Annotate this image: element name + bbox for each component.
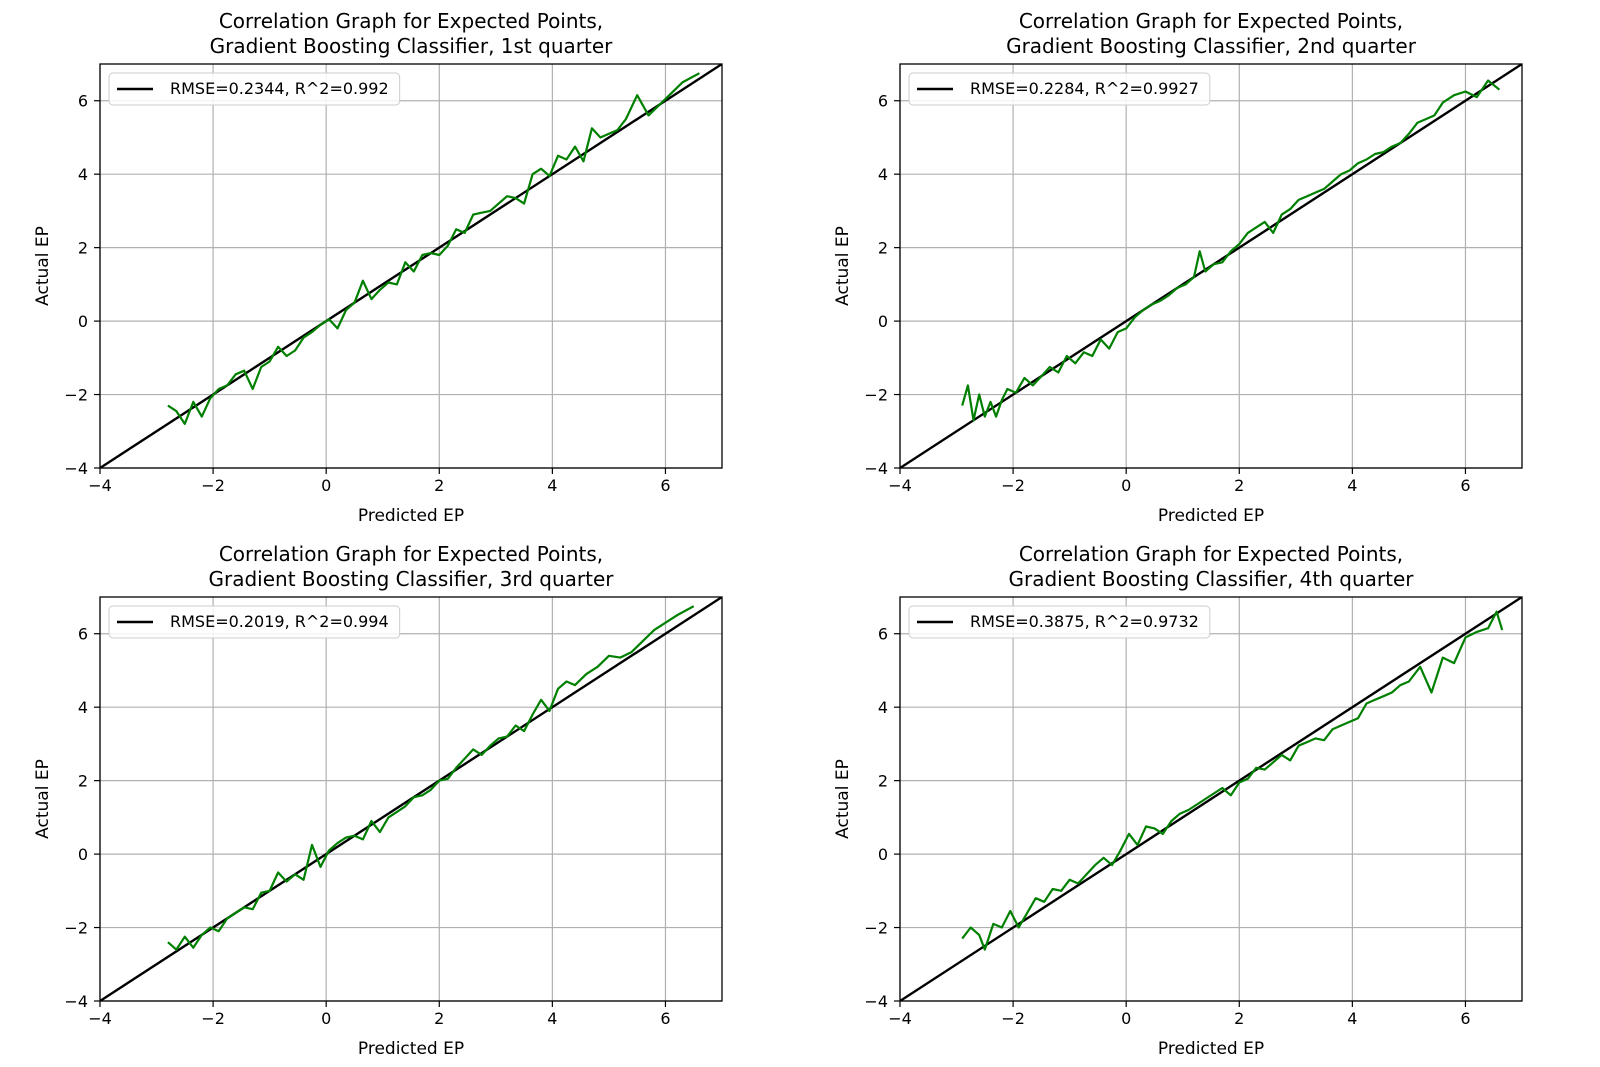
x-tick-label: −4 — [888, 476, 912, 495]
y-tick-label: −4 — [864, 992, 888, 1011]
chart-title-line: Gradient Boosting Classifier, 2nd quarte… — [1006, 34, 1417, 58]
x-tick-label: −4 — [88, 1009, 112, 1028]
x-tick-label: 2 — [1234, 476, 1244, 495]
y-tick-label: 0 — [878, 312, 888, 331]
y-tick-label: 0 — [78, 845, 88, 864]
plot-area — [100, 597, 722, 1001]
reference-line — [100, 64, 722, 468]
x-tick-label: 2 — [434, 1009, 444, 1028]
x-tick-label: −2 — [1001, 1009, 1025, 1028]
chart-title-line: Correlation Graph for Expected Points, — [219, 9, 603, 33]
x-tick-label: 4 — [1347, 476, 1357, 495]
legend-label: RMSE=0.2019, R^2=0.994 — [170, 612, 389, 631]
x-tick-label: 0 — [321, 1009, 331, 1028]
y-tick-label: 2 — [78, 772, 88, 791]
legend-label: RMSE=0.2284, R^2=0.9927 — [970, 79, 1199, 98]
chart-svg: −4 −2 0 2 4 6 −4 −2 0 2 4 6 Predicted EP Actual EP Cor… — [33, 542, 723, 1059]
chart-title-line: Gradient Boosting Classifier, 3rd quarte… — [208, 567, 614, 591]
legend-box — [108, 605, 401, 639]
x-tick-label: 0 — [1121, 1009, 1131, 1028]
chart-svg: −4 −2 0 2 4 6 −4 −2 0 2 4 6 Predicted EP Actual EP Cor… — [33, 9, 723, 526]
chart-panel-1st-quarter: −4 −2 0 2 4 6 −4 −2 0 2 4 6 Predicted EP Actual EP Cor… — [0, 0, 800, 534]
x-axis-label: Predicted EP — [1158, 1039, 1264, 1059]
x-tick-label: −2 — [201, 1009, 225, 1028]
y-tick-label: 2 — [78, 239, 88, 258]
chart-panel-4th-quarter: −4 −2 0 2 4 6 −4 −2 0 2 4 6 Predicted EP Actual EP Cor… — [800, 533, 1600, 1067]
y-axis-label: Actual EP — [833, 759, 853, 839]
chart-title-line: Correlation Graph for Expected Points, — [1019, 9, 1403, 33]
y-tick-label: 6 — [78, 92, 88, 111]
chart-title-line: Correlation Graph for Expected Points, — [219, 542, 603, 566]
y-tick-label: −2 — [864, 386, 888, 405]
legend: RMSE=0.2284, R^2=0.9927 — [908, 72, 1211, 106]
data-series-line — [961, 79, 1501, 422]
chart-svg: −4 −2 0 2 4 6 −4 −2 0 2 4 6 Predicted EP Actual EP Cor… — [833, 9, 1523, 526]
x-axis-label: Predicted EP — [1158, 506, 1264, 526]
y-tick-label: −4 — [64, 459, 88, 478]
legend-box — [908, 605, 1211, 639]
x-tick-label: 6 — [660, 476, 670, 495]
y-tick-label: 0 — [878, 845, 888, 864]
y-tick-label: −2 — [864, 919, 888, 938]
y-tick-label: 6 — [878, 92, 888, 111]
x-tick-label: −2 — [201, 476, 225, 495]
y-tick-label: 0 — [78, 312, 88, 331]
axes-frame — [899, 63, 1523, 469]
y-tick-label: −4 — [864, 459, 888, 478]
legend: RMSE=0.2344, R^2=0.992 — [108, 72, 401, 106]
x-tick-label: −4 — [888, 1009, 912, 1028]
x-tick-label: 6 — [660, 1009, 670, 1028]
x-tick-label: 4 — [1347, 1009, 1357, 1028]
chart-title-line: Correlation Graph for Expected Points, — [1019, 542, 1403, 566]
x-tick-label: 6 — [1460, 476, 1470, 495]
y-tick-label: 6 — [878, 625, 888, 644]
y-tick-label: 6 — [78, 625, 88, 644]
x-tick-label: −4 — [88, 476, 112, 495]
x-tick-label: −2 — [1001, 476, 1025, 495]
x-tick-label: 0 — [1121, 476, 1131, 495]
x-tick-label: 4 — [547, 476, 557, 495]
legend-box — [108, 72, 401, 106]
y-tick-label: 4 — [878, 698, 888, 717]
plot-area — [100, 64, 722, 468]
reference-line — [900, 597, 1522, 1001]
axes-frame — [99, 596, 723, 1002]
x-tick-label: 2 — [434, 476, 444, 495]
x-axis-label: Predicted EP — [358, 1039, 464, 1059]
plot-area — [900, 597, 1522, 1001]
y-axis-label: Actual EP — [833, 226, 853, 306]
y-tick-label: 2 — [878, 239, 888, 258]
legend: RMSE=0.3875, R^2=0.9732 — [908, 605, 1211, 639]
chart-title-line: Gradient Boosting Classifier, 4th quarte… — [1009, 567, 1415, 591]
chart-panel-2nd-quarter: −4 −2 0 2 4 6 −4 −2 0 2 4 6 Predicted EP Actual EP Cor… — [800, 0, 1600, 534]
axes-frame — [899, 596, 1523, 1002]
y-tick-label: −2 — [64, 919, 88, 938]
chart-title-line: Gradient Boosting Classifier, 1st quarte… — [210, 34, 614, 58]
x-axis-label: Predicted EP — [358, 506, 464, 526]
legend-label: RMSE=0.3875, R^2=0.9732 — [970, 612, 1199, 631]
data-series-line — [961, 610, 1504, 951]
y-axis-label: Actual EP — [33, 759, 53, 839]
chart-panel-3rd-quarter: −4 −2 0 2 4 6 −4 −2 0 2 4 6 Predicted EP Actual EP Cor… — [0, 533, 800, 1067]
axes-frame — [99, 63, 723, 469]
legend: RMSE=0.2019, R^2=0.994 — [108, 605, 401, 639]
y-tick-label: −4 — [64, 992, 88, 1011]
data-series-line — [167, 72, 700, 425]
x-tick-label: 4 — [547, 1009, 557, 1028]
legend-label: RMSE=0.2344, R^2=0.992 — [170, 79, 389, 98]
x-tick-label: 0 — [321, 476, 331, 495]
x-tick-label: 6 — [1460, 1009, 1470, 1028]
data-series-line — [167, 605, 695, 951]
legend-box — [908, 72, 1211, 106]
y-tick-label: 2 — [878, 772, 888, 791]
y-tick-label: −2 — [64, 386, 88, 405]
x-tick-label: 2 — [1234, 1009, 1244, 1028]
y-axis-label: Actual EP — [33, 226, 53, 306]
plot-area — [900, 64, 1522, 468]
y-tick-label: 4 — [78, 698, 88, 717]
y-tick-label: 4 — [78, 165, 88, 184]
y-tick-label: 4 — [878, 165, 888, 184]
chart-svg: −4 −2 0 2 4 6 −4 −2 0 2 4 6 Predicted EP Actual EP Cor… — [833, 542, 1523, 1059]
